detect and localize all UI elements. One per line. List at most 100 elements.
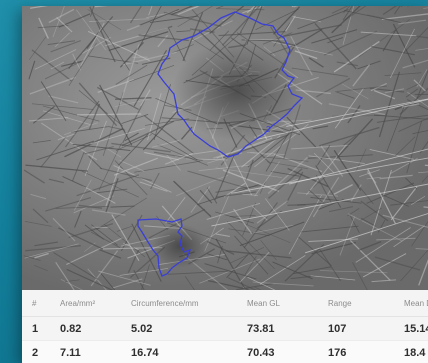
skin-furrow <box>342 83 369 100</box>
skin-furrow <box>376 237 416 241</box>
skin-furrow <box>315 165 342 208</box>
skin-furrow <box>65 100 100 148</box>
skin-furrow <box>151 139 180 148</box>
skin-furrow <box>32 208 49 224</box>
cell-range: 176 <box>322 340 398 363</box>
col-header-range[interactable]: Range <box>322 290 398 317</box>
skin-furrow <box>256 200 289 224</box>
skin-furrow <box>97 248 122 259</box>
skin-furrow <box>294 28 323 47</box>
skin-furrow <box>176 30 191 33</box>
skin-furrow <box>87 9 122 31</box>
skin-furrow <box>215 191 257 198</box>
skin-furrow <box>86 31 100 49</box>
skin-furrow <box>362 253 407 278</box>
col-header-area[interactable]: Area/mm² <box>54 290 125 317</box>
skin-furrow <box>316 77 351 98</box>
skin-furrow <box>119 159 145 172</box>
skin-furrow <box>259 255 306 285</box>
skin-furrow <box>312 175 327 188</box>
skin-furrow <box>347 105 361 124</box>
skin-furrow <box>265 128 292 172</box>
skin-furrow <box>105 164 121 208</box>
skin-furrow <box>378 71 401 138</box>
skin-furrow <box>407 91 428 108</box>
skin-furrow <box>82 185 116 204</box>
table-row[interactable]: 2 7.11 16.74 70.43 176 18.4 <box>22 340 428 363</box>
skin-furrow <box>175 149 220 158</box>
skin-furrow <box>207 253 228 261</box>
skin-furrow <box>131 223 162 282</box>
skin-furrow <box>165 197 186 224</box>
skin-furrow <box>112 278 143 289</box>
skin-furrow <box>402 26 428 54</box>
skin-furrow <box>393 6 401 15</box>
skin-furrow <box>314 22 357 70</box>
skin-furrow <box>331 6 349 14</box>
skin-furrow <box>405 177 418 190</box>
skin-furrow <box>52 217 76 242</box>
skin-furrow <box>207 279 249 290</box>
skin-furrow <box>366 14 395 21</box>
cell-mean-gl: 73.81 <box>241 316 322 341</box>
col-header-index[interactable]: # <box>22 290 54 317</box>
skin-furrow <box>110 205 135 208</box>
region-outline-large[interactable] <box>157 11 304 158</box>
cell-mean-gl: 70.43 <box>241 340 322 363</box>
skin-furrow <box>99 84 133 146</box>
col-header-mean-gl[interactable]: Mean GL <box>241 290 322 317</box>
skin-furrow <box>411 221 428 247</box>
skin-furrow <box>89 6 116 63</box>
skin-furrow <box>66 268 114 290</box>
skin-furrow <box>50 61 64 70</box>
hair-strand <box>211 183 428 227</box>
skin-furrow <box>32 103 94 110</box>
skin-furrow <box>34 49 77 70</box>
skin-furrow <box>239 221 305 247</box>
skin-micrograph[interactable]: 2 <box>22 6 428 290</box>
skin-furrow <box>252 281 314 287</box>
skin-furrow <box>215 184 265 193</box>
skin-furrow <box>421 175 428 183</box>
skin-furrow <box>62 175 87 188</box>
skin-furrow <box>61 60 82 67</box>
skin-furrow <box>133 49 168 107</box>
skin-furrow <box>134 160 201 173</box>
region-outline-small[interactable] <box>137 218 192 277</box>
skin-furrow <box>255 8 299 31</box>
skin-furrow <box>29 76 76 95</box>
skin-furrow <box>308 189 326 205</box>
skin-furrow <box>34 252 49 259</box>
col-header-mean-deviation[interactable]: Mean Deviat <box>398 290 428 317</box>
skin-furrow <box>291 67 348 77</box>
skin-furrow <box>76 174 140 197</box>
dark-spot-small <box>152 224 208 268</box>
skin-furrow <box>177 6 214 28</box>
skin-furrow <box>216 6 224 10</box>
skin-furrow <box>124 132 139 142</box>
skin-furrow <box>111 214 140 262</box>
col-header-circumference[interactable]: Circumference/mm <box>125 290 241 317</box>
skin-furrow <box>291 144 350 150</box>
skin-furrow <box>87 268 107 290</box>
skin-furrow <box>405 88 419 98</box>
skin-furrow <box>398 117 428 133</box>
skin-furrow <box>47 40 76 46</box>
skin-furrow <box>72 53 81 71</box>
skin-furrow <box>144 151 179 161</box>
skin-furrow <box>121 120 175 147</box>
skin-furrow <box>227 277 257 290</box>
skin-furrow <box>334 88 364 129</box>
skin-furrow <box>116 225 132 232</box>
skin-furrow <box>418 171 428 174</box>
skin-furrow <box>215 233 230 237</box>
table-row[interactable]: 1 0.82 5.02 73.81 107 15.14 <box>22 316 428 341</box>
skin-furrow <box>50 40 81 53</box>
skin-furrow <box>379 174 413 180</box>
hair-strand <box>286 98 428 127</box>
skin-furrow <box>298 236 332 267</box>
skin-furrow <box>394 136 416 157</box>
skin-furrow <box>392 23 416 68</box>
skin-furrow <box>91 209 126 216</box>
skin-furrow <box>382 29 397 52</box>
